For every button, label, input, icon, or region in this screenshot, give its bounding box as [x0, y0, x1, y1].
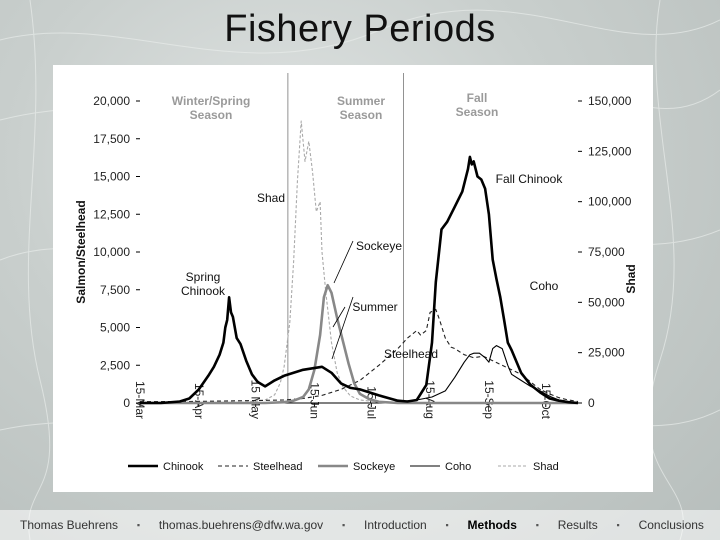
y2-tick-label: 0: [588, 396, 595, 410]
y-tick-label: 17,500: [93, 132, 130, 146]
x-tick-label: 15-Jun: [307, 382, 321, 419]
y-tick-label: 2,500: [100, 358, 130, 372]
legend-label-steelhead: Steelhead: [253, 461, 303, 473]
annotation-leader-1: [332, 306, 346, 328]
legend-label-chinook: Chinook: [163, 461, 204, 473]
y-tick-label: 20,000: [93, 94, 130, 108]
annotation-label-1: Shad: [257, 191, 285, 205]
annotation-leader-2: [331, 296, 354, 360]
x-tick-label: 15-Mar: [133, 381, 147, 419]
legend-label-sockeye: Sockeye: [353, 461, 395, 473]
y-tick-label: 7,500: [100, 283, 130, 297]
footer-separator: ▪: [616, 520, 620, 530]
fishery-chart: 0 2,500 5,000 7,500 10,000 12,500 15,000 17,500…: [74, 73, 638, 473]
footer-separator: ▪: [445, 520, 449, 530]
y-tick-label: 15,000: [93, 170, 130, 184]
y2-tick-label: 75,000: [588, 245, 625, 259]
series-line-chinook: [140, 155, 579, 405]
y-axis-title: Salmon/Steelhead: [74, 200, 88, 303]
footer-email[interactable]: thomas.buehrens@dfw.wa.gov: [158, 518, 324, 532]
footer-bar: Thomas Buehrens ▪ thomas.buehrens@dfw.wa…: [0, 510, 720, 540]
nav-conclusions[interactable]: Conclusions: [638, 518, 704, 532]
legend-label-shad: Shad: [533, 461, 559, 473]
chart-panel: 0 2,500 5,000 7,500 10,000 12,500 15,000 17,500…: [53, 65, 653, 492]
nav-results[interactable]: Results: [557, 518, 598, 532]
y2-axis-title: Shad: [624, 264, 638, 293]
season-label-0: Winter/Spring Season: [172, 94, 251, 122]
legend-label-coho: Coho: [445, 461, 471, 473]
y-tick-label: 5,000: [100, 321, 130, 335]
annotation-label-4: Steelhead: [384, 347, 438, 361]
x-tick-label: 15-Oct: [539, 383, 553, 420]
y2-tick-label: 125,000: [588, 144, 632, 158]
slide-title: Fishery Periods: [224, 8, 496, 50]
x-tick-label: 15-Sep: [482, 380, 496, 419]
y-tick-label: 0: [123, 396, 130, 410]
season-label-1: Summer Season: [337, 94, 385, 122]
annotation-leader-0: [333, 240, 354, 284]
x-tick-label: 15 May: [249, 380, 263, 419]
nav-methods[interactable]: Methods: [467, 518, 517, 532]
series-line-sockeye: [140, 283, 578, 405]
y-tick-label: 10,000: [93, 245, 130, 259]
nav-introduction[interactable]: Introduction: [364, 518, 427, 532]
y2-tick-label: 100,000: [588, 195, 632, 209]
annotation-label-2: Sockeye: [356, 239, 402, 253]
footer-separator: ▪: [341, 520, 346, 530]
footer-author: Thomas Buehrens: [20, 518, 119, 532]
y2-tick-label: 50,000: [588, 295, 625, 309]
x-tick-label: 15-Aug: [423, 380, 437, 419]
season-label-2: Fall Season: [456, 91, 499, 119]
series-line-shad: [140, 120, 579, 404]
annotation-label-6: Coho: [530, 279, 559, 293]
footer-separator: ▪: [136, 520, 141, 530]
y-tick-label: 12,500: [93, 207, 130, 221]
y2-tick-label: 25,000: [588, 346, 625, 360]
footer-separator: ▪: [535, 520, 539, 530]
annotation-label-3: Summer: [352, 300, 397, 314]
annotation-label-5: Fall Chinook: [496, 172, 564, 186]
y2-tick-label: 150,000: [588, 94, 632, 108]
annotation-label-0: Spring Chinook: [181, 270, 226, 298]
